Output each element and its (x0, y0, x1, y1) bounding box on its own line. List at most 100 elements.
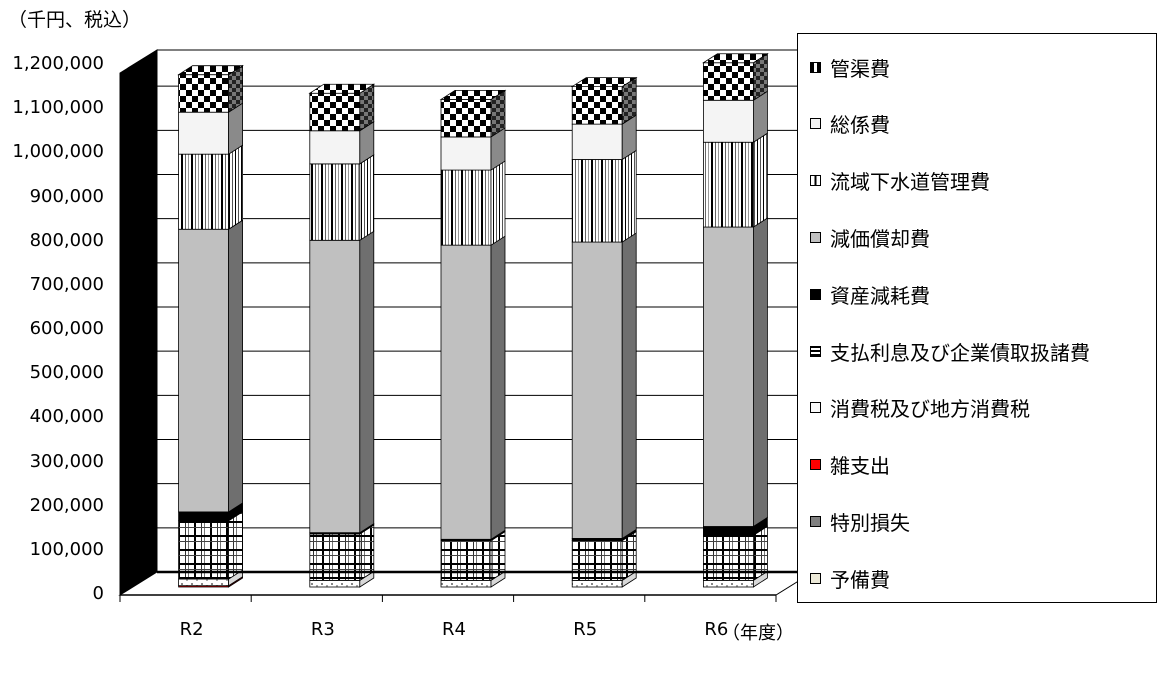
legend-item: 雑支出 (810, 450, 890, 480)
bar-segment-front (309, 239, 361, 534)
bar-segment-front (703, 226, 754, 527)
legend-swatch (810, 118, 821, 130)
bar-segment-side (621, 149, 637, 243)
bar-segment-front (178, 153, 230, 230)
bar-segment-side (359, 154, 375, 242)
bar-segment-front (309, 579, 361, 588)
bar-segment-side (490, 160, 506, 246)
bar-segment-front (440, 99, 492, 138)
bar-segment-front (440, 169, 492, 246)
bar-top-face (570, 77, 638, 87)
legend-item: 減価償却費 (810, 222, 930, 252)
x-tick-label: R2 (179, 619, 204, 640)
bar-top-face (177, 65, 244, 76)
legend-item: 支払利息及び企業債取扱諸費 (810, 336, 1090, 366)
legend-swatch (810, 515, 821, 527)
legend-label: 総係費 (830, 113, 890, 138)
bar-segment-front (703, 99, 754, 143)
legend-item: 消費税及び地方消費税 (810, 393, 1030, 423)
y-tick-label: 1,100,000 (12, 97, 104, 119)
x-tick-label: R3 (310, 619, 335, 640)
x-tick-label: R6 (704, 619, 729, 640)
bar-top-face (308, 83, 376, 94)
y-tick-label: 700,000 (29, 273, 104, 295)
bar-segment-front (703, 534, 754, 581)
y-tick-label: 300,000 (29, 450, 104, 472)
legend-label: 管渠費 (830, 56, 890, 81)
bar-segment-front (703, 62, 754, 101)
bar-top-face (702, 53, 769, 64)
bar-segment-front (309, 92, 361, 132)
legend-item: 管渠費 (810, 52, 890, 82)
bar-segment-side (228, 219, 244, 513)
legend-item: 総係費 (810, 109, 890, 139)
legend-label: 予備費 (830, 567, 890, 592)
legend-label: 特別損失 (830, 510, 910, 535)
bar-segment-front (571, 579, 623, 588)
bar-segment-front (440, 579, 492, 588)
y-tick-label: 1,200,000 (12, 53, 104, 74)
y-tick-label: 1,000,000 (12, 141, 104, 163)
legend-swatch (810, 402, 821, 414)
x-tick-label: R5 (573, 619, 598, 640)
legend-swatch (810, 175, 821, 187)
bar-segment-side (753, 217, 768, 528)
legend-swatch (810, 288, 821, 300)
bar-segment-side (228, 511, 244, 580)
y-tick-label: 0 (92, 583, 104, 604)
bar-segment-side (490, 235, 506, 541)
bar-segment-front (309, 130, 361, 165)
x-axis-unit-label: （年度） (722, 623, 794, 644)
y-tick-label: 900,000 (29, 185, 104, 207)
legend-item: 予備費 (810, 563, 890, 593)
bar-segment-front (178, 228, 230, 513)
legend-swatch (810, 231, 821, 243)
bar-segment-front (703, 141, 754, 228)
bar-segment-front (703, 579, 754, 588)
bar-segment-front (178, 74, 230, 113)
bar-segment-side (228, 144, 244, 230)
legend-label: 減価償却費 (830, 226, 930, 251)
bar-segment-front (571, 123, 623, 160)
y-axis-unit-label: （千円、税込） (8, 9, 142, 31)
bar-segment-front (571, 241, 623, 539)
legend-item: 流域下水道管理費 (810, 166, 990, 196)
y-tick-label: 200,000 (29, 494, 104, 516)
legend-label: 雑支出 (830, 454, 890, 479)
legend-label: 消費税及び地方消費税 (830, 397, 1030, 422)
legend-item: 特別損失 (810, 506, 910, 536)
bar-segment-front (309, 533, 361, 581)
y-tick-label: 800,000 (29, 229, 104, 251)
y-tick-label: 600,000 (29, 318, 104, 339)
legend-swatch (810, 345, 821, 357)
side-wall (119, 49, 158, 596)
legend-label: 流域下水道管理費 (830, 170, 990, 195)
legend-swatch (810, 459, 821, 471)
bar-segment-front (571, 159, 623, 243)
y-tick-label: 500,000 (29, 362, 104, 384)
bar-segment-front (440, 136, 492, 171)
chart-legend: 管渠費総係費流域下水道管理費 減価償却費資産減耗費支払利息及び企業債取扱諸費 消費税… (797, 33, 1157, 603)
bar-top-face (439, 90, 507, 100)
bar-segment-front (571, 540, 623, 581)
legend-label: 資産減耗費 (830, 283, 930, 308)
legend-item: 資産減耗費 (810, 279, 930, 309)
legend-swatch (810, 572, 821, 584)
bar-segment-front (440, 244, 492, 540)
legend-label: 支払利息及び企業債取扱諸費 (830, 340, 1090, 365)
bar-segment-front (571, 86, 623, 125)
y-tick-label: 100,000 (29, 538, 104, 560)
bar-segment-side (753, 132, 768, 228)
bar-segment-front (178, 511, 230, 522)
bar-segment-front (440, 540, 492, 581)
bar-segment-front (309, 163, 361, 241)
x-tick-label: R4 (442, 619, 466, 640)
bar-segment-front (178, 520, 230, 580)
bar-segment-side (621, 232, 637, 540)
legend-swatch (810, 61, 821, 73)
y-tick-label: 400,000 (29, 406, 104, 428)
bar-segment-front (703, 526, 754, 536)
bar-segment-front (178, 111, 230, 155)
bar-segment-side (359, 230, 375, 534)
